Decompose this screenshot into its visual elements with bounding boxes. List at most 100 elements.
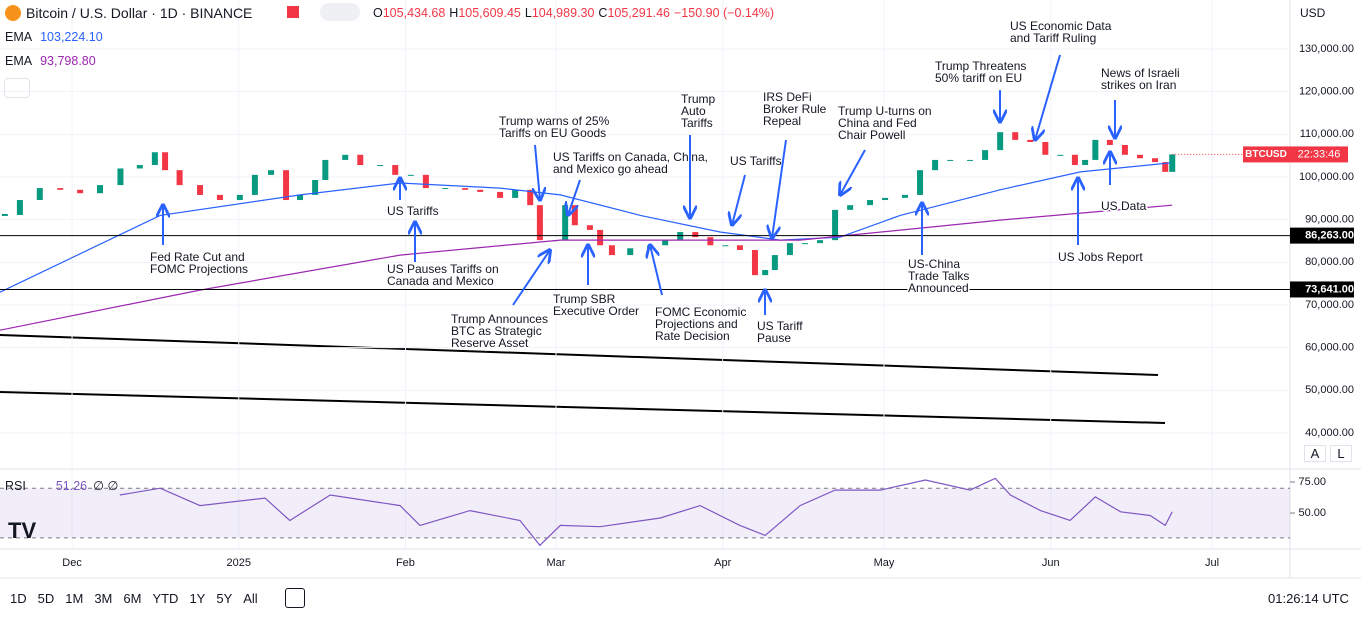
candle	[342, 154, 349, 160]
candle	[136, 165, 143, 169]
candle	[736, 245, 743, 250]
candle	[932, 159, 939, 171]
price-tag	[1290, 227, 1354, 244]
annotation-text: and Mexico go ahead	[553, 162, 668, 176]
x-tick-label: Jun	[1042, 557, 1060, 569]
candle	[1162, 162, 1169, 172]
trendline	[0, 391, 1166, 424]
annotation-text: Announced	[908, 281, 969, 295]
candle	[692, 232, 699, 238]
candle	[1012, 132, 1019, 140]
annotation-arrow	[840, 149, 866, 195]
candle	[162, 152, 169, 171]
annotation-text: Auto	[681, 104, 706, 118]
candle	[801, 243, 808, 245]
candle	[847, 205, 854, 210]
symbol-tag-label: BTCUSD	[1245, 149, 1287, 160]
candle	[771, 255, 778, 271]
annotation-text: and Tariff Ruling	[1010, 31, 1096, 45]
candle	[197, 185, 204, 195]
date-range-button[interactable]	[285, 588, 305, 608]
ohlc-value: 105,291.46	[607, 6, 670, 20]
candle	[477, 189, 484, 192]
trendline	[0, 334, 1159, 376]
currency[interactable]: USD	[1300, 6, 1326, 20]
ema-line	[0, 162, 1171, 293]
annotation-text: US Tariff	[757, 319, 803, 333]
ema-value: 103,224.10	[40, 30, 103, 44]
range-button[interactable]: 1M	[65, 591, 84, 606]
candle	[1042, 142, 1049, 155]
range-bar: 1D 5D 1M 3M 6M YTD 1Y 5Y All	[10, 591, 258, 606]
y-tick-label: 50.00	[1298, 507, 1326, 519]
candle	[707, 237, 714, 246]
x-tick-label: Mar	[547, 557, 566, 569]
annotation-text: Trump	[681, 92, 716, 106]
rsi-title: RSI	[5, 479, 26, 493]
indicator-pill[interactable]	[320, 3, 360, 21]
candle	[762, 270, 769, 276]
ohlc-label: C	[598, 6, 608, 20]
flag-icon[interactable]	[287, 6, 299, 18]
range-button[interactable]: 1Y	[189, 591, 206, 606]
y-tick-label: 90,000.00	[1305, 214, 1354, 226]
annotation-text: Broker Rule	[763, 102, 827, 116]
candle	[608, 245, 615, 256]
candle	[527, 189, 534, 206]
candle	[562, 205, 569, 241]
log-scale-button[interactable]: L	[1330, 445, 1352, 462]
y-tick-label: 120,000.00	[1299, 86, 1354, 98]
range-button[interactable]: 3M	[94, 591, 113, 606]
annotation-text: Trump SBR	[553, 292, 616, 306]
ema-value: 93,798.80	[40, 54, 96, 68]
candle	[407, 174, 414, 176]
annotation-text: Trump warns of 25%	[499, 114, 610, 128]
x-tick-label: Dec	[62, 557, 82, 569]
symbol[interactable]: Bitcoin / U.S. Dollar · 1D · BINANCE	[26, 5, 253, 21]
range-button[interactable]: 1D	[10, 591, 27, 606]
annotation-arrow	[772, 139, 787, 238]
annotation-text: US Tariffs	[730, 154, 782, 168]
candle	[251, 174, 258, 195]
candle	[442, 188, 449, 190]
y-tick-label: 75.00	[1298, 476, 1326, 488]
y-tick-label: 130,000.00	[1299, 43, 1354, 55]
annotation-text: Chair Powell	[838, 128, 905, 142]
candle	[947, 159, 954, 161]
annotation-text: US Pauses Tariffs on	[387, 262, 499, 276]
collapse-button[interactable]	[4, 78, 30, 98]
auto-scale-button[interactable]: A	[1304, 445, 1326, 462]
candle	[1121, 144, 1128, 155]
candle	[322, 159, 329, 180]
x-tick-label: 2025	[227, 557, 251, 569]
candle	[36, 188, 43, 201]
annotation-text: Trump Threatens	[935, 59, 1026, 73]
range-button[interactable]: 5D	[37, 591, 55, 606]
annotation-text: Repeal	[763, 114, 801, 128]
btc-icon	[5, 5, 21, 21]
price-tag	[1290, 281, 1354, 298]
candle	[536, 205, 543, 241]
candle	[216, 194, 223, 201]
clock: 01:26:14 UTC	[1268, 591, 1349, 606]
annotation-text: BTC as Strategic	[451, 324, 542, 338]
annotation-text: IRS DeFi	[763, 90, 812, 104]
range-button[interactable]: 5Y	[216, 591, 233, 606]
candle	[377, 165, 384, 167]
rsi-value: 51.26	[55, 479, 88, 493]
candle	[662, 240, 669, 246]
annotation-arrow	[535, 144, 540, 200]
ema-name: EMA	[5, 30, 33, 44]
candle	[1169, 154, 1176, 172]
price-tag-label: 86,263.00	[1305, 230, 1354, 242]
ema-legend: EMA 103,224.10	[5, 30, 103, 44]
y-tick-label: 70,000.00	[1305, 299, 1354, 311]
range-button[interactable]: YTD	[152, 591, 179, 606]
range-button[interactable]: All	[243, 591, 258, 606]
annotation-text: US Tariffs	[387, 204, 439, 218]
ohlc-value: 104,989.30	[531, 6, 595, 20]
ema-line	[0, 204, 1173, 331]
candle	[571, 205, 578, 226]
ohlc-value: 105,609.45	[458, 6, 521, 20]
range-button[interactable]: 6M	[123, 591, 142, 606]
